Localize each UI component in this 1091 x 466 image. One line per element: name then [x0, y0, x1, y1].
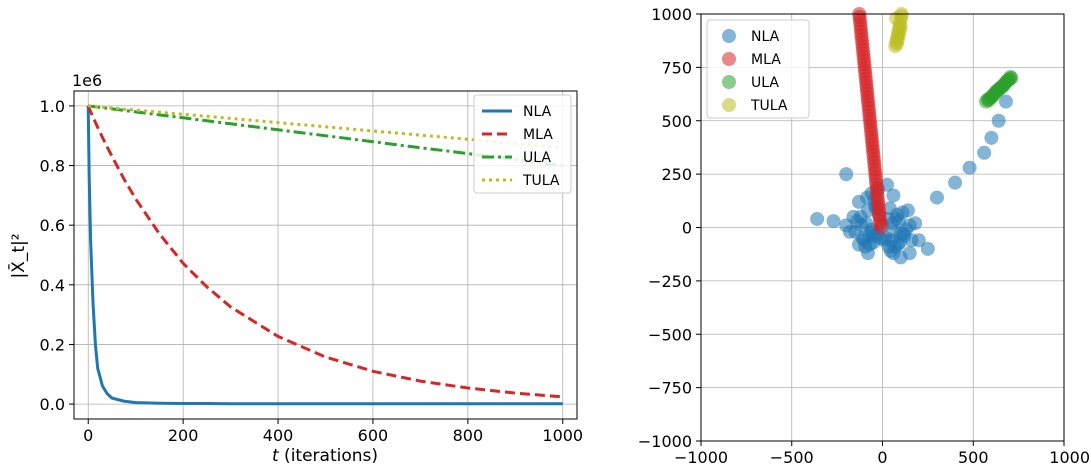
left-x-tick-label: 200 — [168, 426, 199, 445]
left-legend-box — [473, 94, 572, 194]
scatter-point-nla — [977, 145, 992, 160]
scatter-point-nla — [886, 188, 901, 203]
scatter-point-nla — [984, 130, 999, 145]
right-legend: NLA MLA ULA TULA — [706, 19, 810, 119]
series-points-ula — [978, 69, 1019, 109]
right-y-tick-label: 500 — [661, 112, 692, 131]
scatter-point-nla — [839, 167, 854, 182]
scatter-point-nla — [885, 216, 900, 231]
right-chart: −1000 −500 0 500 1000 −1000 −750 −500 −250 0 250 50… — [638, 5, 1090, 466]
legend-marker-ula — [722, 75, 736, 89]
series-points-mla — [852, 7, 888, 235]
scatter-point-nla — [929, 190, 944, 205]
right-y-tick-label: −750 — [648, 379, 692, 398]
right-y-tick-label: −1000 — [638, 432, 692, 451]
left-x-axis-label: t (iterations) — [272, 446, 378, 466]
series-points-nla — [810, 94, 1013, 265]
right-y-tick-label: 750 — [661, 58, 692, 77]
scatter-point-nla — [962, 160, 977, 175]
series-points-tula — [888, 7, 909, 54]
legend-label-ula: ULA — [523, 150, 551, 166]
right-legend-box — [706, 19, 810, 119]
left-y-tick-label: 0.2 — [40, 335, 65, 354]
right-y-tick-label: 1000 — [651, 5, 692, 24]
left-x-tick-label: 1000 — [542, 426, 583, 445]
right-y-tick-label: −500 — [648, 325, 692, 344]
right-x-tick-label: 1000 — [1049, 448, 1090, 466]
left-x-tick-label: 600 — [358, 426, 389, 445]
scatter-point-nla — [991, 113, 1006, 128]
series-line-tula — [88, 104, 563, 150]
right-y-tick-label: 0 — [682, 219, 692, 238]
legend-marker-tula — [722, 98, 736, 112]
series-line-mla — [86, 105, 563, 399]
left-plot-frame — [73, 90, 578, 420]
legend-label-nla: NLA — [751, 29, 780, 45]
scatter-point-nla — [900, 203, 915, 218]
scatter-point-ula — [1003, 69, 1018, 84]
scatter-point-nla — [851, 237, 866, 252]
legend-marker-nla — [722, 29, 736, 43]
scatter-point-nla — [810, 211, 825, 226]
legend-label-mla: MLA — [751, 52, 781, 68]
left-y-tick-label: 0.0 — [40, 395, 65, 414]
scatter-point-nla — [920, 241, 935, 256]
scatter-point-nla — [826, 214, 841, 229]
scatter-point-nla — [948, 175, 963, 190]
scatter-point-nla — [998, 94, 1013, 109]
right-x-tick-label: 500 — [958, 448, 989, 466]
legend-label-tula: TULA — [522, 173, 560, 189]
scatter-point-nla — [908, 216, 923, 231]
right-ticks: −1000 −500 0 500 1000 −1000 −750 −500 −250 0 250 50… — [638, 5, 1090, 466]
legend-marker-mla — [722, 52, 736, 66]
legend-label-ula: ULA — [751, 75, 779, 91]
series-line-nla — [86, 105, 563, 406]
right-y-tick-label: −250 — [648, 272, 692, 291]
left-x-tick-label: 800 — [453, 426, 484, 445]
right-x-tick-label: −1000 — [674, 448, 728, 466]
scatter-point-nla — [902, 246, 917, 261]
right-x-tick-label: −500 — [770, 448, 814, 466]
left-y-tick-label: 1.0 — [40, 97, 65, 116]
left-y-tick-label: 0.4 — [40, 276, 65, 295]
left-y-axis-label: |X̄_t|² — [7, 233, 29, 278]
left-y-tick-label: 0.6 — [40, 216, 65, 235]
left-offset-label: 1e6 — [72, 71, 102, 90]
legend-label-mla: MLA — [523, 127, 553, 143]
left-x-axis-label-unit: (iterations) — [279, 446, 378, 466]
right-x-tick-label: 0 — [877, 448, 887, 466]
scatter-point-nla — [860, 246, 875, 261]
scatter-point-tula — [892, 24, 907, 39]
legend-label-nla: NLA — [523, 104, 552, 120]
left-y-tick-label: 0.8 — [40, 157, 65, 176]
right-y-tick-label: 250 — [661, 165, 692, 184]
scatter-point-nla — [839, 218, 854, 233]
left-ticks: 0 200 400 600 800 1000 0.0 0.2 0.4 0.6 0.8 1.0 — [40, 97, 584, 445]
series-line-ula — [88, 104, 563, 167]
left-x-axis-label-var: t — [272, 446, 280, 466]
right-series-layer — [810, 7, 1019, 265]
left-x-tick-label: 0 — [83, 426, 93, 445]
left-x-tick-label: 400 — [263, 426, 294, 445]
left-series-layer — [86, 104, 563, 406]
left-legend: NLA MLA ULA TULA — [473, 94, 572, 194]
scatter-point-nla — [911, 233, 926, 248]
legend-label-tula: TULA — [750, 98, 788, 114]
